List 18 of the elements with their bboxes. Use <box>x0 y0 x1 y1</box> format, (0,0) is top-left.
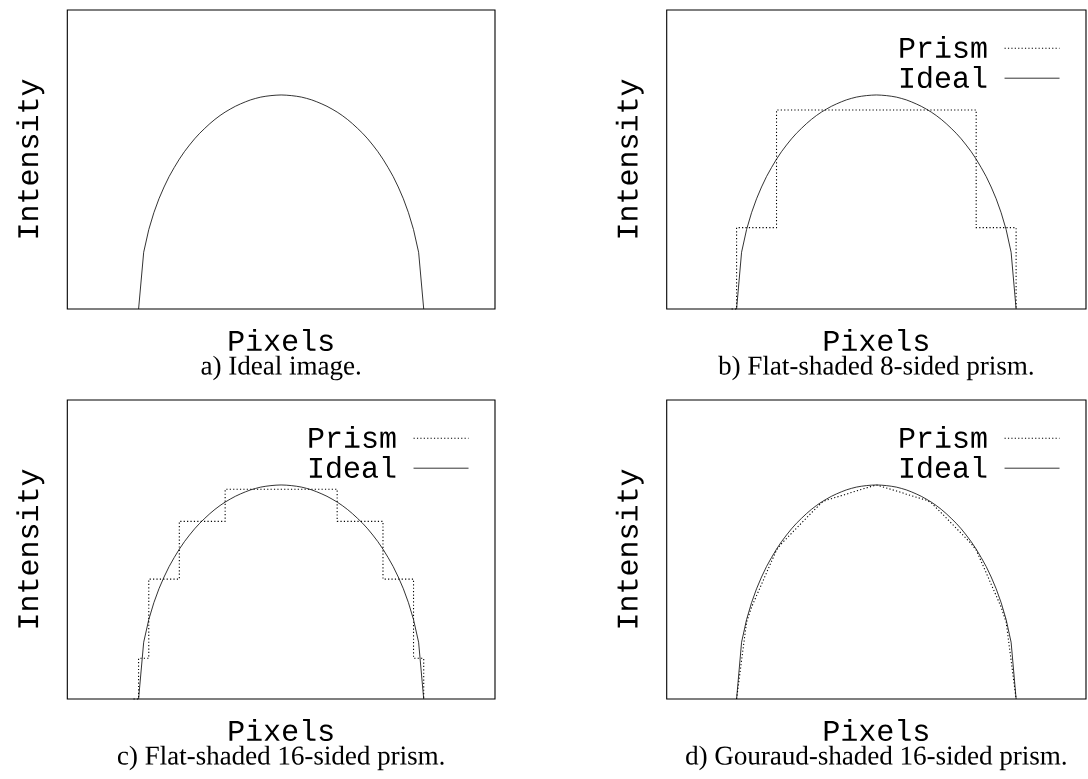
x-axis-title: Pixels <box>824 718 928 742</box>
text: d) Gouraud-shaded 16-sided prism. <box>686 745 1066 771</box>
x-axis-title: Pixels <box>824 328 928 352</box>
legend-label: Prism <box>900 425 987 448</box>
x-axis-title: Pixels <box>229 328 333 352</box>
y-axis-title: Intensity <box>615 79 644 238</box>
y-axis-title: Intensity <box>16 469 45 628</box>
y-axis-title: Intensity <box>615 469 644 628</box>
text: b) Flat-shaded 8-sided prism. <box>718 355 1033 381</box>
legend-label: Ideal <box>900 455 987 479</box>
text: c) Flat-shaded 16-sided prism. <box>117 745 444 771</box>
legend-label: Ideal <box>900 65 987 89</box>
y-axis-title: Intensity <box>16 79 45 238</box>
legend-label: Prism <box>900 35 987 58</box>
legend-label: Prism <box>309 425 396 448</box>
x-axis-title: Pixels <box>229 718 333 742</box>
text: a) Ideal image. <box>201 355 360 381</box>
legend-label: Ideal <box>309 455 396 479</box>
